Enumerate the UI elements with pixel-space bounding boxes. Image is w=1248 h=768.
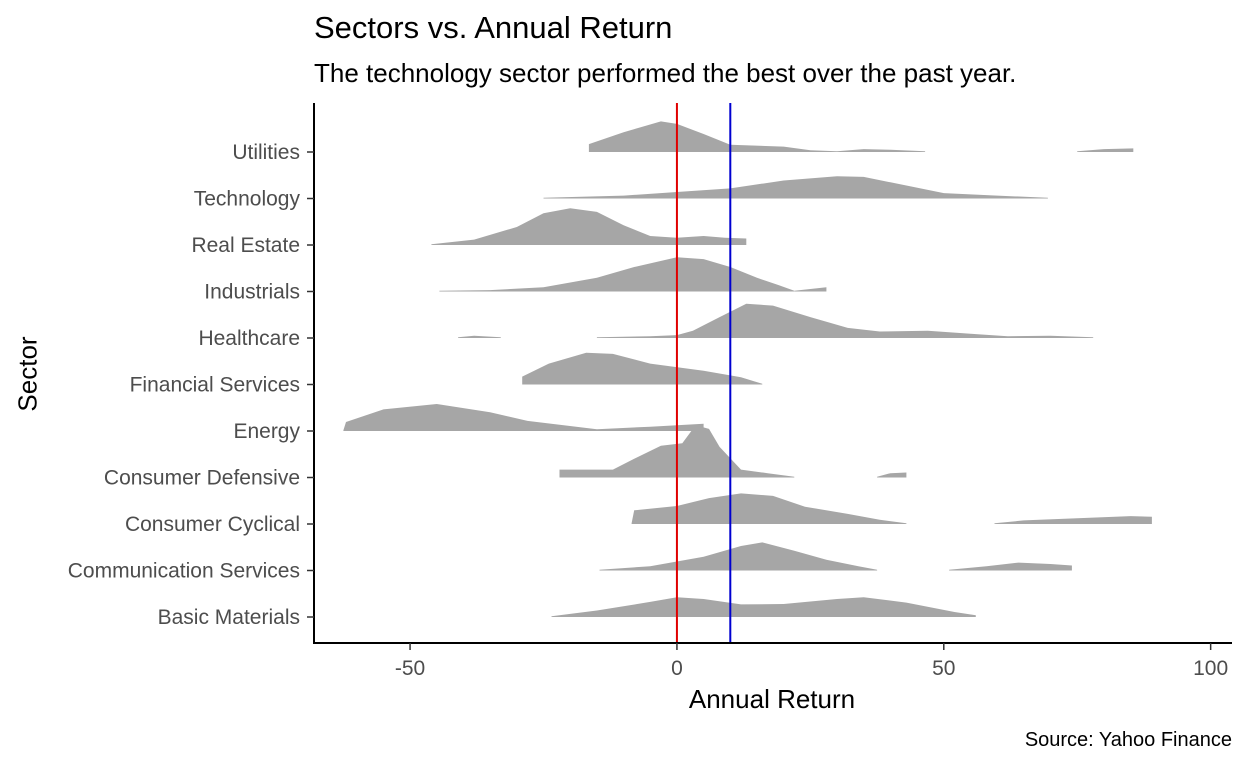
ridge-energy-0 xyxy=(343,404,704,431)
ridge-industrials-0 xyxy=(439,257,795,292)
ridge-consumer-cyclical-1 xyxy=(994,516,1152,524)
x-tick-label: 0 xyxy=(671,657,683,680)
ridge-communication-services-1 xyxy=(949,562,1072,571)
x-tick-label: -50 xyxy=(395,657,425,680)
ridge-technology-0 xyxy=(543,176,1048,199)
y-tick-label-healthcare: Healthcare xyxy=(198,327,300,350)
y-tick-label-communication-services: Communication Services xyxy=(68,560,300,583)
y-tick-label-energy: Energy xyxy=(233,420,300,443)
chart-subtitle: The technology sector performed the best… xyxy=(314,58,1017,88)
ridge-utilities-1 xyxy=(1077,148,1134,152)
y-tick-label-basic-materials: Basic Materials xyxy=(158,606,300,629)
y-tick-label-utilities: Utilities xyxy=(232,141,300,164)
ridges-layer xyxy=(343,121,1152,617)
chart-caption: Source: Yahoo Finance xyxy=(1024,729,1232,751)
axes-layer: Basic Materials Communication Services Con… xyxy=(68,103,1232,680)
ridge-communication-services-0 xyxy=(599,542,878,571)
y-tick-label-consumer-cyclical: Consumer Cyclical xyxy=(125,513,300,536)
ridge-financial-services-0 xyxy=(522,352,763,385)
y-tick-label-technology: Technology xyxy=(194,188,301,211)
y-tick-label-financial-services: Financial Services xyxy=(130,374,300,397)
x-tick-label: 100 xyxy=(1193,657,1228,680)
chart-title: Sectors vs. Annual Return xyxy=(314,10,673,45)
y-tick-label-industrials: Industrials xyxy=(204,281,300,304)
y-tick-label-consumer-defensive: Consumer Defensive xyxy=(104,467,300,490)
x-tick-label: 50 xyxy=(932,657,955,680)
reference-lines-layer xyxy=(675,103,732,643)
y-tick-label-real-estate: Real Estate xyxy=(191,234,300,257)
ridge-consumer-cyclical-0 xyxy=(631,493,907,524)
ridge-industrials-1 xyxy=(794,287,827,292)
ridge-real-estate-0 xyxy=(431,208,747,245)
ridge-healthcare-0 xyxy=(458,335,501,338)
x-axis-label: Annual Return xyxy=(688,684,856,714)
ridge-basic-materials-0 xyxy=(551,597,976,617)
ridge-consumer-defensive-1 xyxy=(877,472,907,478)
ridge-utilities-0 xyxy=(588,121,926,152)
ridge-healthcare-1 xyxy=(596,303,1094,338)
